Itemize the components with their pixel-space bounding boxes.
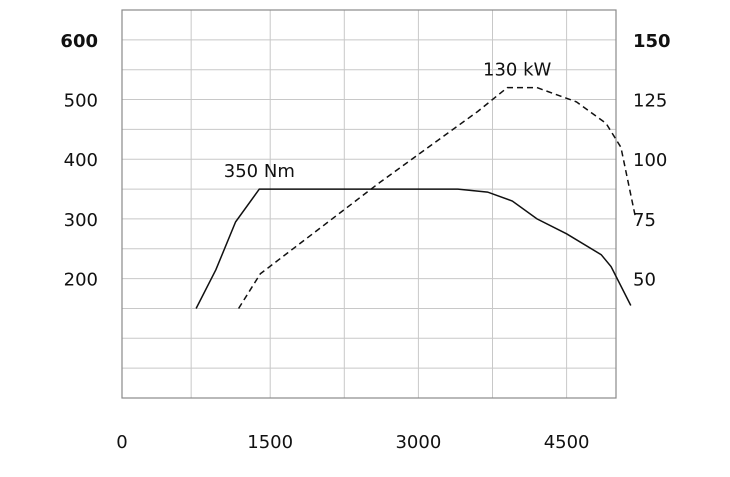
- grid-layer: [121, 9, 617, 398]
- y-left-tick-label: 500: [64, 91, 98, 112]
- y-right-tick-label: 100: [633, 150, 667, 171]
- y-right-tick-label: 50: [633, 270, 656, 291]
- x-tick-label: 1500: [247, 432, 293, 453]
- annotation-layer: 350 Nm 130 kW: [224, 60, 552, 182]
- torque-curve: [195, 188, 632, 309]
- plot-frame: [121, 9, 617, 399]
- y-right-tick-label: 125: [633, 91, 667, 112]
- series-layer: [195, 86, 637, 309]
- tick-layer: 0 1500 3000 4500 600 500 400 300 200 150 125 100 75 5…: [60, 31, 670, 453]
- y-right-tick-label: 75: [633, 210, 656, 231]
- y-left-tick-label: 300: [64, 210, 98, 231]
- power-peak-label: 130 kW: [483, 60, 552, 81]
- y-left-tick-label: 200: [64, 270, 98, 291]
- power-curve: [237, 86, 637, 309]
- x-tick-label: 4500: [544, 432, 590, 453]
- x-tick-label: 0: [116, 432, 127, 453]
- y-left-tick-label: 400: [64, 150, 98, 171]
- y-right-tick-label: 150: [633, 31, 671, 52]
- x-tick-label: 3000: [395, 432, 441, 453]
- torque-peak-label: 350 Nm: [224, 161, 295, 182]
- y-left-tick-label: 600: [60, 31, 98, 52]
